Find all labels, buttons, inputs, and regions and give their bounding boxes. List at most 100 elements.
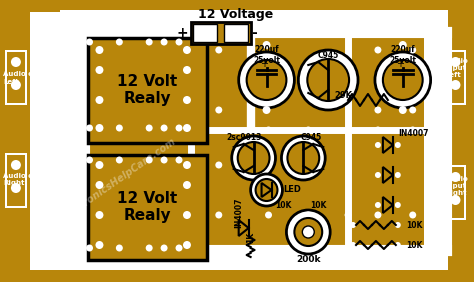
Circle shape [374, 47, 382, 54]
Circle shape [450, 80, 460, 90]
Circle shape [215, 47, 222, 54]
Bar [0, 45, 30, 110]
Circle shape [265, 212, 272, 219]
Circle shape [215, 162, 222, 169]
Circle shape [450, 195, 460, 205]
Circle shape [175, 39, 182, 45]
Circle shape [374, 127, 382, 133]
Circle shape [183, 181, 191, 189]
Circle shape [146, 157, 153, 164]
Text: 10K: 10K [406, 241, 422, 250]
Circle shape [375, 172, 381, 178]
Circle shape [305, 212, 312, 219]
Circle shape [374, 212, 382, 219]
Circle shape [116, 157, 123, 164]
Bar [62, 252, 446, 270]
Text: 29K: 29K [334, 91, 352, 100]
Circle shape [298, 50, 358, 110]
Circle shape [286, 210, 330, 254]
Circle shape [183, 66, 191, 74]
Circle shape [409, 127, 416, 133]
Circle shape [383, 60, 423, 100]
Circle shape [305, 127, 312, 133]
Circle shape [395, 142, 401, 148]
Text: +: + [176, 26, 188, 40]
Text: 1K: 1K [246, 232, 255, 243]
Text: Audio
Input
Left: Audio Input Left [446, 58, 468, 78]
Text: +: + [396, 59, 404, 69]
Bar [224, 24, 247, 42]
Circle shape [86, 244, 93, 252]
Circle shape [263, 41, 271, 49]
Circle shape [395, 242, 401, 248]
Circle shape [374, 107, 382, 113]
Circle shape [183, 211, 191, 219]
Circle shape [375, 52, 430, 108]
Circle shape [95, 66, 103, 74]
Bar [447, 167, 465, 218]
Circle shape [175, 244, 182, 252]
Circle shape [95, 46, 103, 54]
Text: 12 Voltage: 12 Voltage [198, 8, 273, 21]
Circle shape [232, 136, 275, 180]
Bar [7, 52, 25, 103]
Circle shape [350, 242, 356, 248]
Circle shape [146, 39, 153, 45]
Text: LED: LED [283, 186, 301, 195]
Circle shape [395, 202, 401, 208]
Text: IN4007: IN4007 [398, 129, 428, 138]
Text: 10K: 10K [310, 201, 327, 210]
Circle shape [450, 57, 460, 67]
Bar [447, 52, 465, 103]
Circle shape [95, 161, 103, 169]
Bar [193, 24, 217, 42]
Circle shape [375, 202, 381, 208]
Circle shape [265, 127, 272, 133]
Circle shape [183, 124, 191, 132]
Text: 10K: 10K [406, 221, 422, 230]
Circle shape [395, 222, 401, 228]
Text: 2sc9013: 2sc9013 [227, 133, 262, 142]
Bar [62, 12, 446, 32]
Circle shape [395, 172, 401, 178]
Text: C945: C945 [318, 50, 339, 60]
Text: ElectronicsHelpCare.com: ElectronicsHelpCare.com [60, 136, 178, 223]
Circle shape [146, 124, 153, 131]
Circle shape [11, 57, 21, 67]
Circle shape [375, 142, 381, 148]
Circle shape [399, 106, 407, 114]
Bar [30, 12, 443, 270]
Text: 12 Volt
Realy: 12 Volt Realy [117, 74, 177, 106]
Bar [83, 32, 424, 252]
Text: -: - [252, 26, 257, 40]
Circle shape [11, 160, 21, 170]
Circle shape [307, 59, 349, 101]
Circle shape [409, 107, 416, 113]
Circle shape [345, 212, 352, 219]
Bar [0, 148, 30, 213]
Circle shape [86, 39, 93, 45]
Circle shape [183, 241, 191, 249]
Text: 12 Volt
Realy: 12 Volt Realy [117, 191, 177, 223]
Circle shape [265, 257, 272, 263]
Circle shape [215, 107, 222, 113]
Text: 220uf
25volt: 220uf 25volt [389, 45, 416, 65]
Circle shape [183, 161, 191, 169]
Circle shape [175, 124, 182, 131]
Circle shape [302, 226, 314, 238]
Circle shape [263, 106, 271, 114]
Text: 10K: 10K [275, 201, 292, 210]
Bar [5, 50, 27, 105]
Circle shape [95, 241, 103, 249]
Bar [445, 50, 466, 105]
Circle shape [239, 52, 294, 108]
Circle shape [399, 41, 407, 49]
Circle shape [116, 124, 123, 131]
Circle shape [86, 157, 93, 164]
Circle shape [409, 212, 416, 219]
Circle shape [251, 174, 283, 206]
Circle shape [116, 39, 123, 45]
Circle shape [95, 211, 103, 219]
Text: Audio out
Left: Audio out Left [3, 72, 42, 85]
Circle shape [11, 183, 21, 193]
